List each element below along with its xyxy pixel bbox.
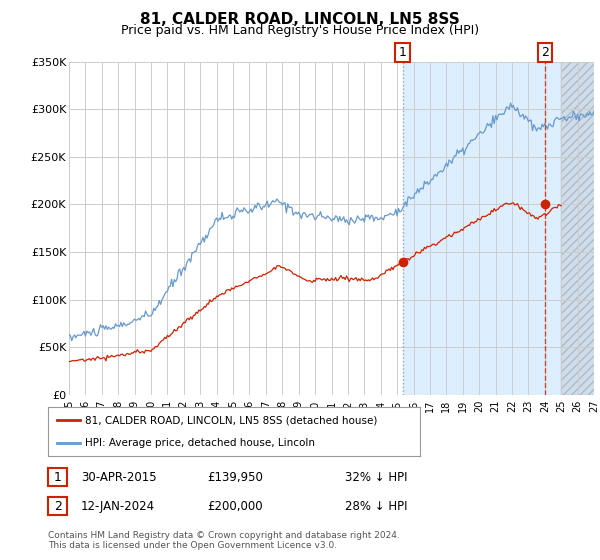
Bar [561,62,600,395]
Text: Price paid vs. HM Land Registry's House Price Index (HPI): Price paid vs. HM Land Registry's House … [121,24,479,36]
Text: 32% ↓ HPI: 32% ↓ HPI [345,470,407,484]
Text: 30-APR-2015: 30-APR-2015 [81,470,157,484]
Text: 81, CALDER ROAD, LINCOLN, LN5 8SS (detached house): 81, CALDER ROAD, LINCOLN, LN5 8SS (detac… [85,416,377,426]
Text: 28% ↓ HPI: 28% ↓ HPI [345,500,407,513]
Text: 1: 1 [398,46,406,59]
Text: HPI: Average price, detached house, Lincoln: HPI: Average price, detached house, Linc… [85,438,315,448]
Text: 12-JAN-2024: 12-JAN-2024 [81,500,155,513]
Bar [403,62,561,395]
Text: 1: 1 [53,470,62,484]
Text: 81, CALDER ROAD, LINCOLN, LN5 8SS: 81, CALDER ROAD, LINCOLN, LN5 8SS [140,12,460,27]
Text: £200,000: £200,000 [207,500,263,513]
Text: 2: 2 [53,500,62,513]
Text: 2: 2 [541,46,550,59]
Text: Contains HM Land Registry data © Crown copyright and database right 2024.
This d: Contains HM Land Registry data © Crown c… [48,530,400,550]
Text: £139,950: £139,950 [207,470,263,484]
